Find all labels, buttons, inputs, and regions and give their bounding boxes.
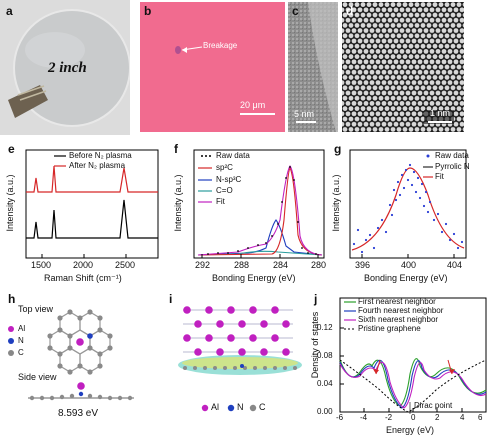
sp2c-series (197, 167, 323, 256)
panel-label-e: e (8, 142, 15, 156)
charge-density-structure (178, 306, 302, 412)
legend-before-plasma: Before N₂ plasma (69, 151, 132, 160)
legend-sixth-neighbor: Sixth nearest neighbor (358, 315, 439, 324)
xlabel-f: Bonding Energy (eV) (212, 273, 296, 283)
panel-label-f: f (174, 142, 178, 156)
panel-e: e Before N₂ plasma After N₂ plasma 1500 … (0, 140, 165, 290)
xtick-f-284: 284 (273, 260, 289, 270)
panel-label-i: i (169, 292, 173, 306)
panel-a: a 2 inch (0, 0, 131, 135)
legend-sp2c: sp²C (216, 163, 233, 172)
xtick-e-1500: 1500 (31, 260, 52, 270)
side-view-label: Side view (18, 372, 57, 382)
xtick-j-0: -6 (336, 413, 344, 422)
legend-pyrrolic-n: Pyrrolic N (435, 162, 470, 171)
panel-label-b: b (144, 4, 152, 18)
xtick-j-3: 0 (411, 413, 416, 422)
legend-al-h: Al (18, 324, 26, 333)
pristine-graphene-series (339, 359, 487, 413)
legend-fit-g: Fit (435, 172, 444, 181)
xtick-j-6: 6 (478, 413, 483, 422)
tem-image (288, 2, 338, 132)
breakage-label: Breakage (203, 41, 238, 50)
legend-first-neighbor: First nearest neighbor (358, 297, 436, 306)
legend-n-sp3c: N-sp³C (216, 175, 242, 184)
raw-data-points (207, 166, 317, 255)
panel-g: g Raw data Pyrrolic N Fit 396 400 404 B (330, 140, 470, 290)
legend-al-i: Al (211, 402, 220, 412)
ytick-j-0: 0.00 (317, 407, 333, 416)
ytick-j-3: 0.12 (317, 323, 333, 332)
legend-raw-data: Raw data (216, 151, 250, 160)
legend-n-i: N (237, 402, 244, 412)
scale-bar-d: 1 nm (430, 108, 451, 118)
xtick-f-288: 288 (234, 260, 250, 270)
raman-chart (25, 149, 159, 259)
ytick-j-1: 0.04 (317, 379, 333, 388)
legend-after-plasma: After N₂ plasma (69, 161, 126, 170)
n-sp3c-series (197, 219, 323, 256)
panel-j: j First nearest neighbor Fourth nearest … (310, 290, 488, 440)
xtick-j-5: 4 (460, 413, 465, 422)
wafer-size-label: 2 inch (48, 60, 87, 76)
xtick-f-292: 292 (195, 260, 211, 270)
xtick-g-396: 396 (355, 260, 371, 270)
panel-label-g: g (334, 142, 342, 156)
panel-label-h: h (8, 292, 16, 306)
panel-b: b Breakage 20 μm (140, 2, 285, 132)
panel-label-a: a (6, 4, 13, 18)
panel-label-d: d (346, 4, 354, 18)
panel-h: h Top view Side view 8.593 eV (0, 290, 160, 440)
structure-top-side-view (8, 309, 134, 401)
xlabel-e: Raman Shift (cm⁻¹) (44, 273, 122, 283)
hrtem-lattice (342, 2, 464, 132)
legend-fourth-neighbor: Fourth nearest neighbor (358, 306, 444, 315)
legend-pristine-graphene: Pristine graphene (358, 324, 421, 333)
legend-fit: Fit (216, 197, 225, 206)
xtick-j-1: -4 (360, 413, 368, 422)
ylabel-j: Density of states (310, 311, 320, 379)
legend-raw-data-g: Raw data (435, 151, 469, 160)
panel-label-j: j (314, 292, 318, 306)
xlabel-g: Bonding Energy (eV) (364, 273, 448, 283)
xtick-e-2500: 2500 (115, 260, 136, 270)
ylabel-g: Intensity (a.u.) (331, 174, 341, 232)
energy-label: 8.593 eV (58, 408, 99, 419)
xps-c1s-chart (193, 149, 325, 259)
breakage-arrow (175, 46, 275, 115)
legend-n-h: N (18, 336, 24, 345)
scale-bar-b: 20 μm (240, 100, 266, 110)
panel-d: d 1 nm (342, 2, 464, 132)
xtick-j-4: 2 (435, 413, 440, 422)
xtick-j-2: -2 (385, 413, 393, 422)
before-plasma-series (26, 199, 158, 239)
ytick-j-2: 0.08 (317, 351, 333, 360)
dirac-point-label: Dirac point (414, 401, 453, 410)
dos-chart (339, 297, 487, 414)
panel-f: f Raw data sp²C N-sp³C C=O Fit 292 288 2… (168, 140, 330, 290)
xtick-f-280: 280 (311, 260, 327, 270)
xps-n1s-chart (349, 149, 467, 259)
xtick-g-404: 404 (447, 260, 463, 270)
panel-c: c 5 nm (288, 2, 338, 132)
panel-i: i Al N C (165, 290, 310, 440)
xtick-g-400: 400 (401, 260, 417, 270)
fit-series-g (351, 167, 465, 251)
legend-c-h: C (18, 348, 24, 357)
ylabel-f: Intensity (a.u.) (173, 174, 183, 232)
xtick-e-2000: 2000 (73, 260, 94, 270)
ylabel-e: Intensity (a.u.) (5, 174, 15, 232)
top-view-label: Top view (18, 304, 54, 314)
legend-c-i: C (259, 402, 266, 412)
xlabel-j: Energy (eV) (386, 425, 435, 435)
panel-label-c: c (292, 4, 299, 18)
legend-co: C=O (216, 186, 233, 195)
first-neighbor-series (339, 358, 487, 407)
raw-data-points-g (352, 163, 464, 254)
scale-bar-c: 5 nm (294, 109, 315, 119)
fit-series (197, 165, 323, 256)
